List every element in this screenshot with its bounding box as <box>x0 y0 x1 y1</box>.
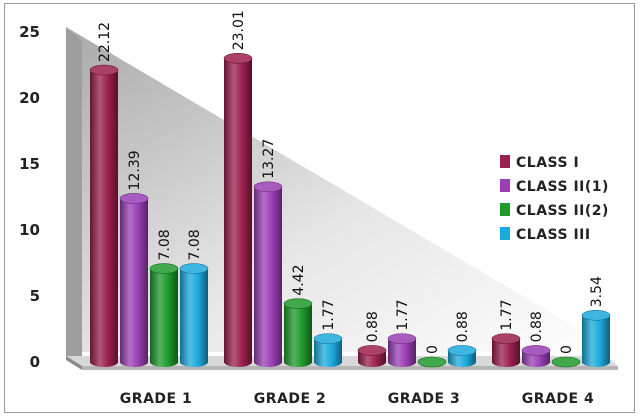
bar-class-iii-grade-2 <box>313 333 343 367</box>
bar-body <box>224 58 252 367</box>
bar-class-iii-grade-4 <box>581 309 611 367</box>
bar-class-iii-grade-3 <box>447 345 477 367</box>
bar-class-ii-1--grade-4 <box>521 345 551 367</box>
bar-top <box>313 333 343 344</box>
data-labels: 22.12 12.39 7.08 7.08 23.01 13.27 4.42 1.77 0.88… <box>97 10 605 354</box>
bar-top <box>357 345 387 356</box>
bar-top <box>253 181 283 193</box>
bar-body <box>150 268 178 367</box>
legend-item: CLASS II(1) <box>500 179 609 195</box>
data-label: 12.39 <box>127 150 143 190</box>
bar-top <box>89 64 119 76</box>
bars <box>89 52 611 368</box>
legend-item: CLASS III <box>500 227 591 243</box>
bar-top <box>417 356 447 368</box>
legend-label: CLASS III <box>516 227 591 243</box>
bar-top <box>581 309 611 321</box>
legend-swatch <box>500 155 510 168</box>
bar-class-ii-1--grade-1 <box>119 193 149 367</box>
bar-class-ii-1--grade-2 <box>253 181 283 367</box>
x-axis: GRADE 1 GRADE 2 GRADE 3 GRADE 4 <box>120 391 594 407</box>
legend-swatch <box>500 203 510 216</box>
y-tick-label: 20 <box>19 89 40 107</box>
data-label: 22.12 <box>97 22 113 62</box>
bar-body <box>120 198 148 367</box>
bar-top <box>491 333 521 344</box>
bar-class-ii-2--grade-2 <box>283 298 313 367</box>
legend-item: CLASS I <box>500 155 579 171</box>
bar-class-ii-1--grade-3 <box>387 333 417 367</box>
legend-item: CLASS II(2) <box>500 203 609 219</box>
data-label: 7.08 <box>187 229 203 260</box>
y-tick-label: 0 <box>30 353 40 371</box>
bar-body <box>180 268 208 367</box>
x-category-label: GRADE 4 <box>522 391 594 407</box>
bar-body <box>284 303 312 367</box>
data-label: 0.88 <box>529 311 545 342</box>
bar-top <box>521 345 551 356</box>
data-label: 13.27 <box>261 139 277 179</box>
bar-class-ii-2--grade-3 <box>417 356 447 368</box>
bar-body <box>314 338 342 367</box>
bar-top <box>387 333 417 344</box>
chart-side-wall <box>66 27 82 366</box>
legend-swatch <box>500 179 510 192</box>
data-label: 1.77 <box>395 299 411 330</box>
x-category-label: GRADE 3 <box>388 391 460 407</box>
data-label: 7.08 <box>157 229 173 260</box>
bar-class-i-grade-1 <box>89 64 119 368</box>
y-axis: 0 5 10 15 20 25 <box>19 23 40 371</box>
chart-floor-edge <box>66 356 82 370</box>
chart-floor-front <box>82 366 618 370</box>
y-tick-label: 25 <box>19 23 40 41</box>
data-label: 1.77 <box>321 299 337 330</box>
bar-body <box>90 70 118 368</box>
bar-body <box>254 186 282 367</box>
bar-top <box>149 263 179 274</box>
x-category-label: GRADE 1 <box>120 391 192 407</box>
y-tick-label: 15 <box>19 155 40 173</box>
data-label: 4.42 <box>291 264 307 295</box>
bar-top <box>551 356 581 368</box>
x-category-label: GRADE 2 <box>254 391 326 407</box>
bar-top <box>119 193 149 204</box>
data-label: 0 <box>425 345 441 354</box>
data-label: 0 <box>559 345 575 354</box>
legend-label: CLASS II(2) <box>516 203 609 219</box>
y-tick-label: 10 <box>19 221 40 239</box>
data-label: 1.77 <box>499 299 515 330</box>
legend-swatch <box>500 227 510 240</box>
bar-class-i-grade-3 <box>357 345 387 367</box>
bar-top <box>447 345 477 356</box>
data-label: 0.88 <box>455 311 471 342</box>
legend-label: CLASS II(1) <box>516 179 609 195</box>
y-tick-label: 5 <box>30 287 40 305</box>
data-label: 0.88 <box>365 311 381 342</box>
bar-class-iii-grade-1 <box>179 263 209 367</box>
data-label: 3.54 <box>589 276 605 307</box>
bar-class-ii-2--grade-4 <box>551 356 581 368</box>
bar-class-ii-2--grade-1 <box>149 263 179 367</box>
legend-label: CLASS I <box>516 155 579 171</box>
bar-body <box>492 338 520 367</box>
bar-body <box>582 315 610 367</box>
bar-body <box>388 338 416 367</box>
bar-top <box>223 52 253 64</box>
bar-class-i-grade-2 <box>223 52 253 367</box>
bar-top <box>283 298 313 309</box>
data-label: 23.01 <box>231 10 247 50</box>
legend: CLASS I CLASS II(1) CLASS II(2) CLASS III <box>500 155 609 243</box>
bar-class-i-grade-4 <box>491 333 521 367</box>
bar-top <box>179 263 209 274</box>
